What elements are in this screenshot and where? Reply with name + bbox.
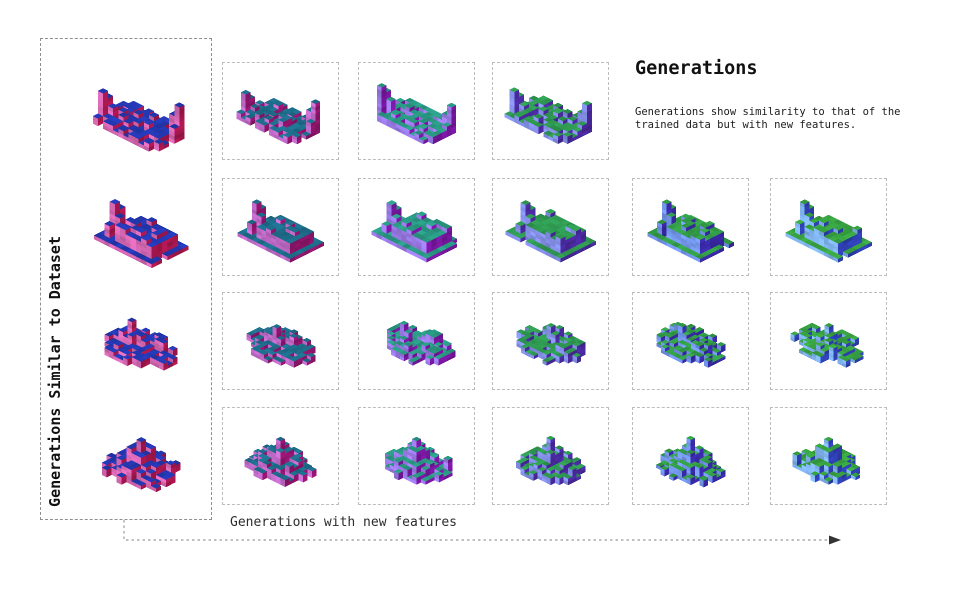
voxel-image-r4c2 [367, 412, 466, 500]
voxel-image-r4c4 [643, 412, 738, 500]
caption-title: Generations [635, 58, 758, 79]
grid-cell-r2c3 [492, 178, 609, 276]
grid-cell-r3c4 [632, 292, 749, 390]
grid-cell-r2c2 [358, 178, 475, 276]
grid-cell-r4c3 [492, 407, 609, 505]
voxel-image-dataset-4 [75, 408, 207, 504]
voxel-image-r1c2 [368, 67, 465, 155]
grid-cell-r4c5 [770, 407, 887, 505]
caption-description: Generations show similarity to that of t… [635, 106, 901, 132]
voxel-image-dataset-1 [75, 65, 207, 161]
x-axis-label: Generations with new features [230, 515, 457, 530]
voxel-image-r3c2 [365, 301, 469, 381]
voxel-image-r2c1 [233, 183, 328, 271]
voxel-image-r2c3 [501, 183, 600, 271]
grid-cell-r3c2 [358, 292, 475, 390]
voxel-image-r3c3 [499, 301, 603, 381]
voxel-image-r1c3 [500, 67, 601, 155]
voxel-image-r4c1 [231, 412, 330, 500]
dataset-group-box: Generations Similar to Dataset [40, 38, 212, 520]
grid-cell-r4c4 [632, 407, 749, 505]
voxel-image-r1c1 [232, 67, 329, 155]
voxel-image-r2c5 [781, 183, 876, 271]
voxel-image-r4c3 [503, 412, 598, 500]
grid-cell-r1c3 [492, 62, 609, 160]
voxel-image-r3c4 [639, 301, 743, 381]
voxel-image-dataset-3 [75, 293, 207, 389]
grid-cell-r2c5 [770, 178, 887, 276]
grid-cell-r3c1 [222, 292, 339, 390]
voxel-image-dataset-2 [75, 179, 207, 275]
grid-cell-r2c1 [222, 178, 339, 276]
y-axis-label: Generations Similar to Dataset [46, 236, 64, 507]
grid-cell-r4c2 [358, 407, 475, 505]
voxel-image-r2c2 [367, 183, 466, 271]
caption-block: Generations Generations show similarity … [635, 58, 920, 132]
voxel-image-r3c1 [229, 300, 333, 383]
grid-cell-r1c2 [358, 62, 475, 160]
voxel-image-r2c4 [643, 183, 738, 271]
grid-cell-r3c5 [770, 292, 887, 390]
grid-cell-r4c1 [222, 407, 339, 505]
grid-cell-r3c3 [492, 292, 609, 390]
x-axis-arrowhead [829, 535, 841, 545]
voxel-image-r3c5 [777, 301, 881, 381]
voxel-image-r4c5 [779, 412, 878, 500]
grid-cell-r1c1 [222, 62, 339, 160]
grid-cell-r2c4 [632, 178, 749, 276]
